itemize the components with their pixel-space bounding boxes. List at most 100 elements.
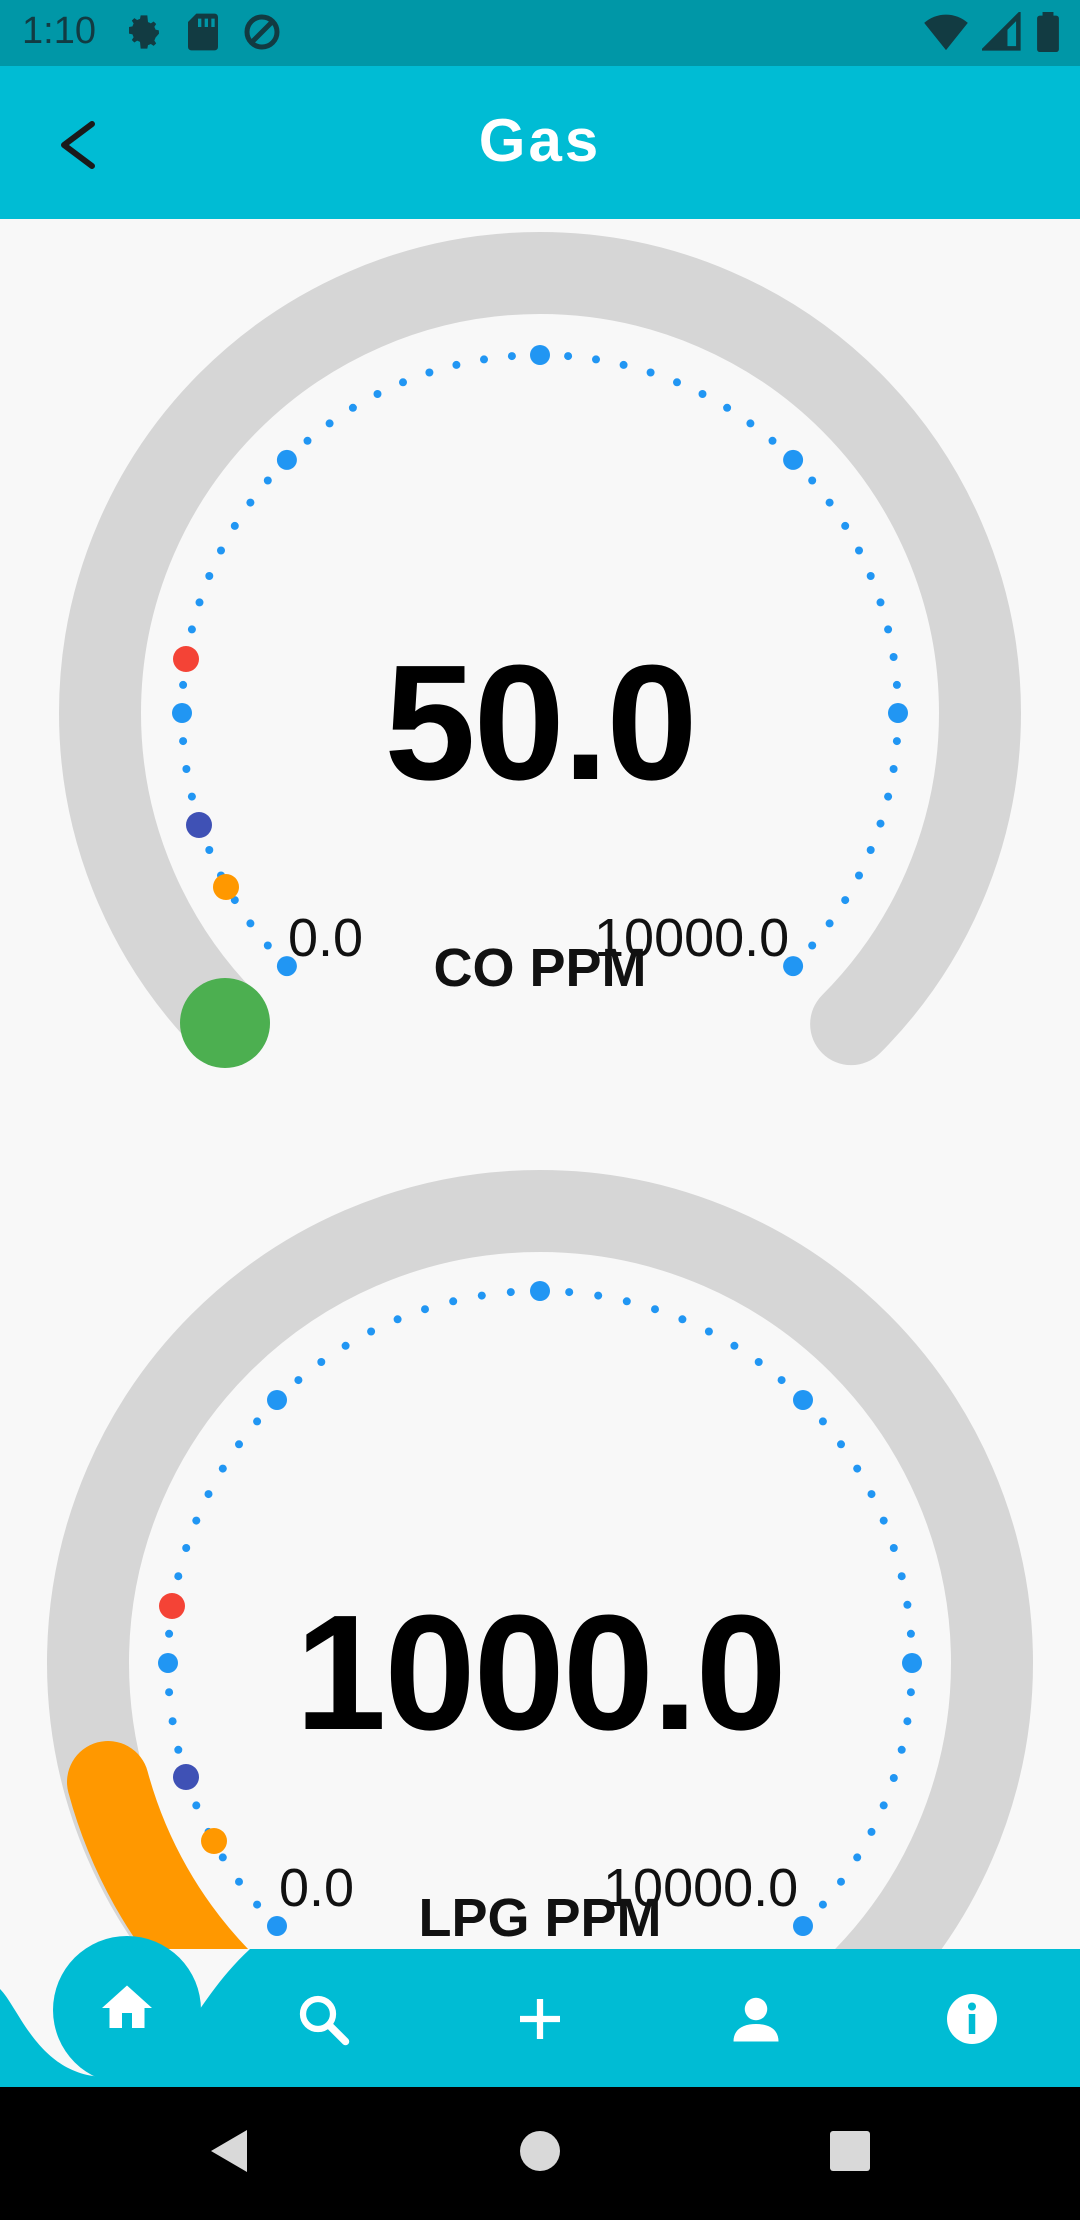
minor-tick — [246, 919, 255, 928]
minor-tick — [205, 846, 214, 854]
minor-tick — [187, 625, 196, 634]
nav-profile-button[interactable] — [721, 1986, 791, 2056]
minor-tick — [879, 1516, 888, 1525]
major-tick — [267, 1916, 287, 1936]
status-bar: 1:10 — [0, 0, 1080, 66]
major-tick — [276, 449, 297, 470]
circle-home-icon — [517, 2128, 563, 2179]
minor-tick — [837, 1877, 845, 1886]
gauge-list: 50.0 0.0 10000.0 CO PPM 1000.0 0.0 10000… — [0, 219, 1080, 1950]
minor-tick — [165, 1629, 174, 1638]
minor-tick — [192, 1516, 201, 1525]
minor-tick — [165, 1688, 174, 1697]
lpg-gauge-dial — [47, 1170, 1033, 1950]
gauge-track — [59, 232, 1021, 1066]
minor-tick — [452, 360, 461, 369]
gauge-label: CO PPM — [433, 938, 647, 998]
status-time: 1:10 — [22, 10, 96, 52]
sd-card-icon — [186, 12, 220, 57]
minor-tick — [897, 1572, 906, 1581]
minor-tick — [174, 1572, 183, 1581]
minor-tick — [564, 352, 573, 361]
minor-tick — [892, 680, 901, 689]
minor-tick — [884, 625, 893, 634]
cell-signal-icon — [980, 10, 1022, 57]
minor-tick — [217, 546, 225, 555]
minor-tick — [879, 1801, 888, 1810]
home-icon — [97, 1978, 157, 2043]
minor-tick — [594, 1291, 603, 1300]
minor-tick — [235, 1877, 243, 1886]
nav-info-button[interactable] — [937, 1986, 1007, 2056]
minor-tick — [204, 1490, 213, 1499]
major-tick — [158, 1653, 178, 1673]
minor-tick — [889, 1774, 898, 1782]
minor-tick — [889, 1544, 898, 1552]
minor-tick — [421, 1305, 429, 1314]
minor-tick — [855, 546, 863, 555]
minor-tick — [477, 1291, 486, 1300]
gauge-value: 1000.0 — [295, 1581, 787, 1764]
threshold-marker-indigo — [173, 1764, 199, 1790]
back-button[interactable] — [46, 110, 116, 180]
major-tick — [530, 345, 550, 365]
gauge-value: 50.0 — [384, 631, 697, 814]
minor-tick — [889, 765, 898, 773]
minor-tick — [246, 498, 255, 507]
minor-tick — [218, 1464, 227, 1473]
minor-tick — [263, 476, 272, 485]
gauge-max: 10000.0 — [603, 1858, 799, 1918]
threshold-marker-orange — [201, 1828, 227, 1854]
minor-tick — [698, 390, 707, 398]
minor-tick — [646, 368, 655, 377]
minor-tick — [230, 896, 239, 905]
minor-tick — [818, 1900, 827, 1909]
minor-tick — [507, 352, 516, 361]
minor-tick — [235, 1440, 243, 1449]
minor-tick — [195, 598, 204, 607]
minor-tick — [889, 653, 898, 661]
minor-tick — [892, 737, 901, 746]
add-icon — [510, 1989, 570, 2054]
person-icon — [726, 1989, 786, 2054]
minor-tick — [367, 1327, 376, 1336]
minor-tick — [867, 1827, 876, 1836]
minor-tick — [876, 598, 885, 607]
major-tick — [783, 449, 804, 470]
minor-tick — [673, 378, 681, 387]
minor-tick — [866, 572, 875, 580]
minor-tick — [853, 1464, 862, 1473]
nav-add-button[interactable] — [505, 1986, 575, 2056]
major-tick — [888, 703, 908, 723]
app-bar: Gas — [0, 66, 1080, 219]
minor-tick — [808, 941, 817, 950]
minor-tick — [373, 390, 382, 398]
minor-tick — [182, 765, 191, 773]
major-tick — [530, 1281, 550, 1301]
system-recents-button[interactable] — [810, 2087, 890, 2220]
minor-tick — [294, 1376, 303, 1385]
minor-tick — [841, 896, 850, 905]
system-home-button[interactable] — [500, 2087, 580, 2220]
major-tick — [276, 956, 297, 977]
minor-tick — [218, 1853, 227, 1862]
minor-tick — [651, 1305, 659, 1314]
triangle-back-icon — [205, 2126, 255, 2181]
minor-tick — [723, 403, 732, 412]
minor-tick — [884, 792, 893, 801]
system-back-button[interactable] — [190, 2087, 270, 2220]
system-navigation-bar — [0, 2087, 1080, 2220]
nav-search-button[interactable] — [288, 1986, 358, 2056]
battery-icon — [1036, 12, 1060, 57]
minor-tick — [168, 1717, 177, 1726]
minor-tick — [506, 1288, 515, 1297]
major-tick — [793, 1916, 813, 1936]
minor-tick — [704, 1327, 713, 1336]
nav-home-button[interactable] — [53, 1936, 201, 2084]
minor-tick — [449, 1297, 458, 1306]
co-gauge: 50.0 0.0 10000.0 CO PPM — [0, 219, 1080, 1119]
minor-tick — [777, 1376, 786, 1385]
major-tick — [267, 1390, 287, 1410]
at-sign-icon — [242, 12, 282, 57]
minor-tick — [325, 419, 334, 428]
